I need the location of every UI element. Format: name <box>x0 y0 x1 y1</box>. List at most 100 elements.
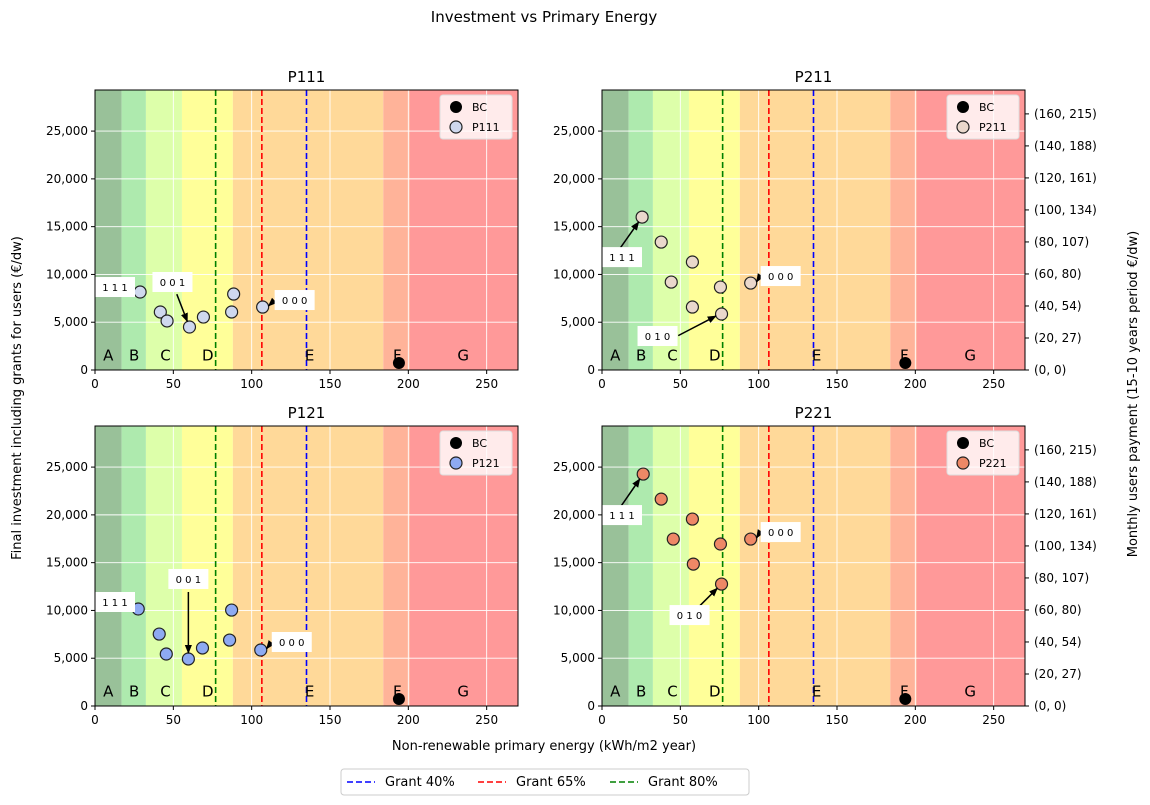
point-p211 <box>714 307 729 321</box>
annotation-arrow <box>755 529 764 539</box>
point-p211 <box>654 235 668 249</box>
legend-marker <box>449 120 463 134</box>
band-label: G <box>457 682 469 700</box>
legend-label: Grant 40% <box>385 775 455 790</box>
annotation-label: 1 1 1 <box>609 511 634 522</box>
point-p111 <box>182 320 197 334</box>
right-tick-label: (140, 188) <box>1034 139 1097 153</box>
annotation-box <box>637 326 678 346</box>
band-e <box>232 90 384 370</box>
band-label: D <box>202 346 214 364</box>
y-tick-label: 0 <box>587 699 595 713</box>
legend-marker <box>449 456 463 470</box>
x-tick-label: 50 <box>166 377 181 391</box>
annotation-box <box>760 522 801 543</box>
band-label: E <box>812 682 821 700</box>
annotation-box <box>602 505 642 526</box>
band-label: E <box>305 682 314 700</box>
annotation-arrow <box>620 478 641 507</box>
right-tick-label: (0, 0) <box>1034 363 1066 377</box>
legend-label: BC <box>979 437 994 450</box>
annotation-label: 0 0 0 <box>282 296 307 307</box>
band-d <box>688 90 740 370</box>
annotation-box <box>271 632 312 652</box>
y-tick-label: 20,000 <box>553 172 595 186</box>
band-label: A <box>610 682 621 700</box>
band-label: G <box>964 346 976 364</box>
right-tick-label: (40, 54) <box>1034 299 1082 313</box>
y-tick-label: 0 <box>80 699 88 713</box>
x-tick-label: 50 <box>673 377 688 391</box>
y-tick-label: 20,000 <box>553 508 595 522</box>
point-p121 <box>225 603 239 617</box>
y-tick-label: 5,000 <box>54 651 88 665</box>
y-tick-label: 15,000 <box>553 556 595 570</box>
point-p221 <box>654 492 668 506</box>
x-tick-label: 100 <box>747 377 770 391</box>
band-f <box>890 90 917 370</box>
x-tick-label: 0 <box>598 377 606 391</box>
x-tick-label: 100 <box>747 713 770 727</box>
right-tick-label: (100, 134) <box>1034 203 1097 217</box>
band-label: C <box>667 682 677 700</box>
point-p111 <box>133 285 147 299</box>
band-label: C <box>667 346 677 364</box>
annotation-box <box>95 277 135 298</box>
x-tick-label: 200 <box>904 713 927 727</box>
point-p111 <box>227 287 241 301</box>
y-tick-label: 20,000 <box>46 172 88 186</box>
point-p111 <box>256 300 270 314</box>
y-tick-label: 25,000 <box>553 460 595 474</box>
band-e <box>739 426 891 706</box>
band-label: G <box>457 346 469 364</box>
y-tick-label: 0 <box>587 363 595 377</box>
y-tick-label: 20,000 <box>46 508 88 522</box>
point-p121 <box>195 641 210 655</box>
y-tick-label: 10,000 <box>553 267 595 281</box>
point-p211 <box>664 275 678 289</box>
annotation-box <box>602 247 642 268</box>
annotation-arrow <box>267 297 277 307</box>
axes-frame <box>94 89 519 371</box>
band-label: A <box>103 346 114 364</box>
x-tick-label: 0 <box>598 713 606 727</box>
band-c <box>652 426 689 706</box>
panel-legend: BC P211 <box>946 94 1020 140</box>
y-tick-label: 25,000 <box>553 124 595 138</box>
point-p221 <box>744 532 758 546</box>
annotation-label: 1 1 1 <box>102 598 127 609</box>
figure-title: Investment vs Primary Energy <box>431 8 658 26</box>
legend-label: BC <box>472 437 487 450</box>
band-c <box>145 90 182 370</box>
legend-label: BC <box>472 101 487 114</box>
x-tick-label: 200 <box>397 377 420 391</box>
panel-title: P111 <box>288 68 326 86</box>
legend-label: BC <box>979 101 994 114</box>
legend-marker <box>956 456 970 470</box>
point-p111 <box>153 305 167 319</box>
panel-legend: BC P121 <box>439 430 513 476</box>
x-tick-label: 150 <box>826 713 849 727</box>
band-label: F <box>900 346 909 364</box>
band-label: D <box>202 682 214 700</box>
point-p121 <box>152 627 166 641</box>
band-a <box>602 90 629 370</box>
band-label: D <box>709 346 721 364</box>
panel-title: P121 <box>288 404 326 422</box>
annotation-label: 1 1 1 <box>102 283 127 294</box>
y-axis-right-label: Monthly users payment (15-10 years perio… <box>1126 231 1141 558</box>
band-b <box>121 90 146 370</box>
legend-marker <box>956 120 970 134</box>
band-f <box>890 426 917 706</box>
band-label: C <box>160 682 170 700</box>
x-tick-label: 100 <box>240 713 263 727</box>
point-p221 <box>714 577 729 591</box>
x-axis-label: Non-renewable primary energy (kWh/m2 yea… <box>392 739 696 754</box>
right-tick-label: (120, 161) <box>1034 507 1097 521</box>
band-a <box>602 426 629 706</box>
point-bc <box>899 357 912 370</box>
